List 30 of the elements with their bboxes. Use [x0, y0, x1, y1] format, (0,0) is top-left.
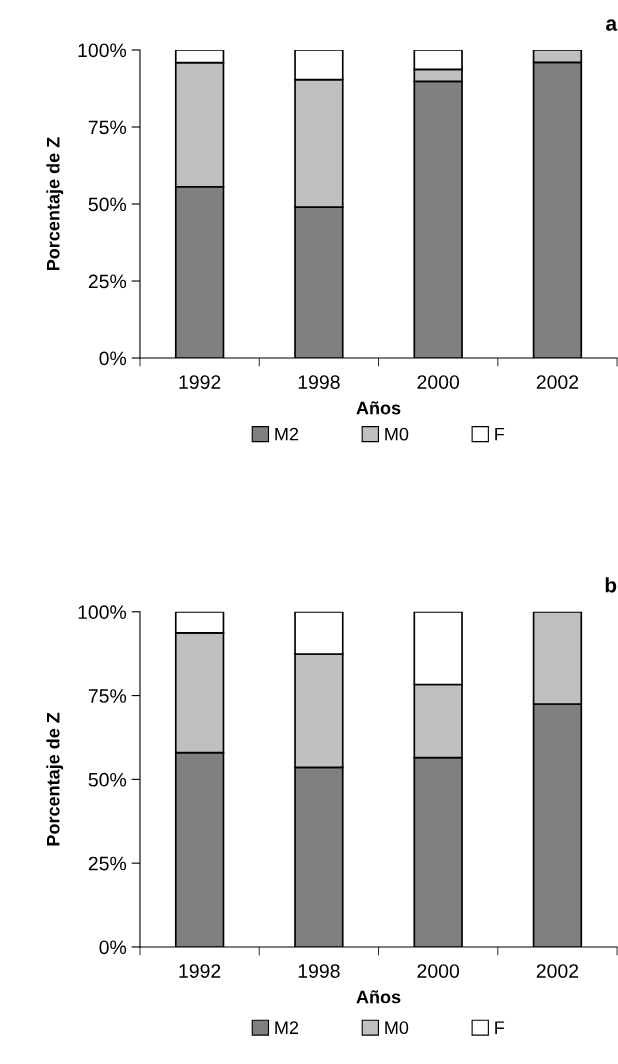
legend-label: M2 — [275, 427, 299, 441]
x-axis-title: Años — [356, 990, 401, 1004]
y-tick-label: 50% — [88, 197, 127, 212]
x-tick-label: 2000 — [417, 375, 460, 389]
y-tick-label: 0% — [99, 940, 127, 955]
x-tick-label: 2002 — [536, 964, 579, 978]
legend-label: M0 — [385, 1021, 409, 1035]
y-tick-label: 50% — [88, 772, 127, 787]
chart-title: b — [605, 577, 617, 593]
y-tick-label: 25% — [88, 274, 127, 289]
x-tick-label: 1998 — [298, 375, 340, 389]
legend-label: F — [495, 427, 505, 441]
x-tick-label: 1992 — [179, 375, 221, 389]
y-tick-label: 100% — [78, 43, 127, 58]
legend-label: F — [495, 1021, 505, 1034]
y-tick-label: 100% — [78, 605, 127, 620]
x-tick-label: 2002 — [536, 375, 579, 389]
y-tick-label: 25% — [88, 856, 127, 871]
x-tick-label: 2000 — [417, 964, 460, 978]
x-axis-title: Años — [356, 401, 401, 415]
y-tick-label: 75% — [88, 120, 127, 135]
y-tick-label: 75% — [88, 689, 127, 703]
legend-label: M2 — [275, 1021, 299, 1034]
legend-label: M0 — [385, 427, 409, 441]
y-axis-title: Porcentaje de Z — [46, 712, 64, 846]
chart-title: a — [606, 19, 618, 31]
y-tick-label: 0% — [99, 351, 127, 366]
x-tick-label: 1998 — [298, 964, 340, 978]
y-axis-title: Porcentaje de Z — [46, 137, 64, 271]
x-tick-label: 1992 — [179, 964, 221, 978]
